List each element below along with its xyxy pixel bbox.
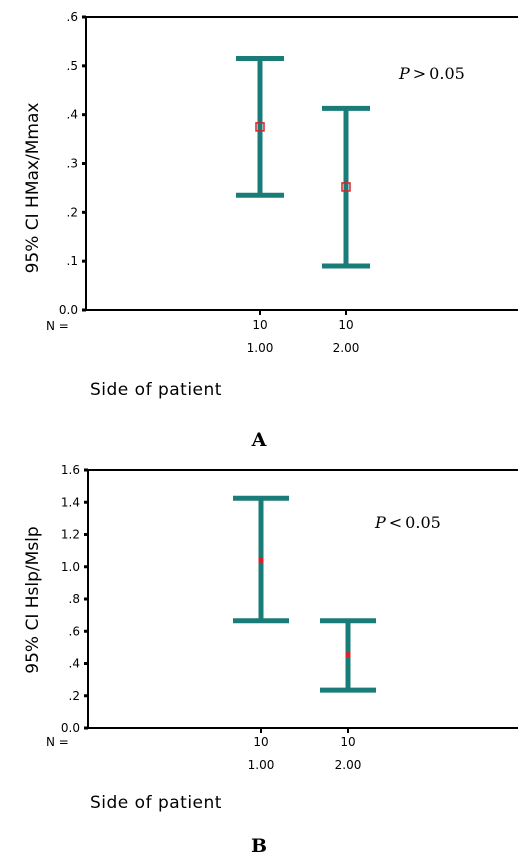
x-category-label: 1.00 [248, 758, 275, 772]
n-label-a: N = [46, 319, 69, 333]
y-tick-label: .2 [67, 205, 78, 219]
y-tick-label: .2 [69, 689, 80, 703]
mean-marker [345, 652, 351, 658]
y-tick-label: 1.4 [61, 495, 80, 509]
y-tick-label: .4 [69, 657, 80, 671]
y-tick-label: .6 [67, 10, 78, 24]
mean-marker [258, 557, 264, 563]
y-axis-label-a: 95% CI HMax/Mmax [23, 103, 43, 274]
chart-panel-b: 1.6 1.4 1.2 1.0 .8 .6 .4 .2 0.0 10 1.00 10 2.00 95% … [23, 463, 518, 857]
y-tick-label: 0.0 [61, 721, 80, 735]
mean-marker [255, 122, 265, 132]
panel-label-a: A [251, 429, 267, 451]
p-value-annotation-b: P <0.05 [374, 513, 441, 532]
plot-area-a: .6 .5 .4 .3 .2 .1 0.0 10 1.00 10 2.00 [59, 10, 518, 355]
y-tick-label: 1.0 [61, 560, 80, 574]
mean-marker [341, 182, 351, 192]
y-tick-label: .8 [69, 592, 80, 606]
n-value-label: 10 [253, 735, 268, 749]
x-category-label: 2.00 [335, 758, 362, 772]
panel-label-b: B [251, 835, 267, 857]
n-label-b: N = [46, 735, 69, 749]
y-tick-label: .1 [67, 254, 78, 268]
x-category-label: 2.00 [333, 341, 360, 355]
n-value-label: 10 [340, 735, 355, 749]
p-value-annotation-a: P >0.05 [398, 64, 465, 83]
y-tick-label: .3 [67, 157, 78, 171]
x-axis-label-b: Side of patient [90, 793, 222, 813]
y-tick-label: 0.0 [59, 303, 78, 317]
x-category-label: 1.00 [247, 341, 274, 355]
y-tick-label: .6 [69, 624, 80, 638]
y-tick-label: .4 [67, 108, 78, 122]
y-tick-label: .5 [67, 59, 78, 73]
plot-area-b: 1.6 1.4 1.2 1.0 .8 .6 .4 .2 0.0 10 1.00 10 2.00 [61, 463, 518, 772]
x-axis-label-a: Side of patient [90, 380, 222, 400]
chart-panel-a: .6 .5 .4 .3 .2 .1 0.0 10 1.00 10 2.00 95% CI HMax/… [23, 10, 518, 451]
y-axis-label-b: 95% CI Hslp/Mslp [23, 526, 43, 673]
n-value-label: 10 [252, 318, 267, 332]
y-tick-label: 1.2 [61, 528, 80, 542]
y-tick-label: 1.6 [61, 463, 80, 477]
n-value-label: 10 [338, 318, 353, 332]
